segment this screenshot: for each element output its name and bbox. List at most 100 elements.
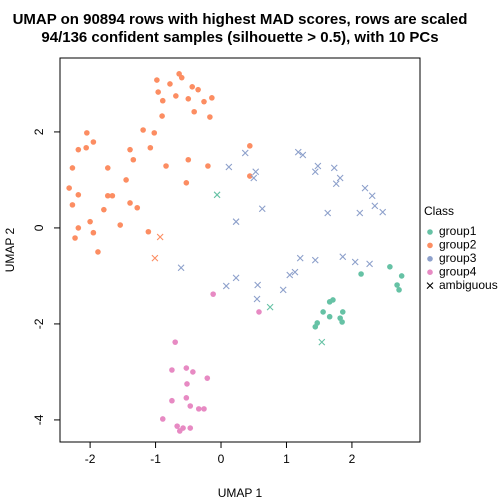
point bbox=[205, 163, 211, 169]
point bbox=[294, 148, 302, 156]
point bbox=[69, 202, 76, 208]
point bbox=[109, 192, 116, 199]
legend-label: group1 bbox=[439, 224, 477, 238]
x-axis-label: UMAP 1 bbox=[218, 486, 263, 500]
point bbox=[256, 309, 262, 315]
point bbox=[318, 338, 326, 346]
point bbox=[279, 286, 287, 294]
point bbox=[339, 309, 346, 315]
point bbox=[204, 375, 211, 381]
point bbox=[95, 249, 101, 255]
point bbox=[134, 204, 141, 211]
point bbox=[123, 177, 129, 183]
point bbox=[387, 264, 393, 270]
point bbox=[291, 268, 299, 276]
point bbox=[140, 127, 146, 133]
point bbox=[247, 173, 253, 179]
point bbox=[314, 162, 322, 170]
point bbox=[176, 428, 183, 434]
point bbox=[299, 151, 307, 159]
point bbox=[183, 395, 190, 401]
point bbox=[222, 282, 230, 290]
point bbox=[356, 209, 364, 217]
point bbox=[72, 235, 78, 241]
point bbox=[147, 144, 154, 151]
point bbox=[184, 381, 190, 387]
point bbox=[167, 81, 173, 87]
chart-title: UMAP on 90894 rows with highest MAD scor… bbox=[13, 11, 468, 28]
chart-subtitle: 94/136 confident samples (silhouette > 0… bbox=[41, 29, 438, 46]
point bbox=[185, 96, 192, 102]
point bbox=[101, 206, 107, 213]
legend-marker bbox=[426, 282, 434, 289]
y-tick-label: 0 bbox=[32, 224, 46, 231]
legend-label: group4 bbox=[439, 264, 477, 278]
point bbox=[320, 309, 326, 315]
point bbox=[127, 200, 133, 206]
point bbox=[163, 163, 169, 169]
y-axis-label: UMAP 2 bbox=[3, 227, 17, 272]
point bbox=[173, 93, 179, 99]
point bbox=[336, 174, 344, 182]
point bbox=[324, 209, 332, 217]
x-tick-label: 0 bbox=[218, 452, 225, 466]
point bbox=[117, 222, 124, 228]
point bbox=[247, 143, 253, 149]
point bbox=[154, 77, 160, 83]
point bbox=[286, 271, 294, 279]
point bbox=[225, 163, 233, 171]
point bbox=[127, 146, 133, 153]
point bbox=[398, 273, 405, 279]
point bbox=[326, 313, 333, 320]
y-tick-label: -2 bbox=[32, 318, 46, 329]
point bbox=[159, 416, 166, 422]
point bbox=[75, 146, 82, 153]
point bbox=[75, 192, 82, 198]
point bbox=[351, 258, 359, 266]
point bbox=[337, 315, 343, 321]
point bbox=[250, 174, 258, 182]
point bbox=[207, 114, 213, 120]
point bbox=[190, 369, 196, 375]
point bbox=[183, 180, 190, 186]
point bbox=[83, 144, 89, 151]
point bbox=[358, 271, 364, 277]
point bbox=[159, 97, 166, 104]
legend-marker bbox=[427, 269, 433, 276]
point bbox=[210, 291, 216, 297]
legend-label: ambiguous bbox=[439, 278, 498, 292]
point bbox=[232, 274, 240, 282]
legend-label: group2 bbox=[439, 238, 477, 252]
point bbox=[187, 425, 194, 431]
point bbox=[379, 208, 387, 216]
point bbox=[130, 156, 137, 163]
point bbox=[90, 139, 97, 145]
legend-marker bbox=[427, 255, 433, 262]
point bbox=[311, 256, 319, 264]
point bbox=[209, 95, 215, 101]
y-tick-label: -4 bbox=[32, 414, 46, 425]
point bbox=[296, 254, 304, 262]
point bbox=[330, 297, 336, 303]
point bbox=[183, 365, 190, 371]
point bbox=[195, 406, 202, 412]
point bbox=[258, 205, 266, 213]
point bbox=[75, 225, 82, 231]
point bbox=[174, 423, 180, 429]
legend-label: group3 bbox=[439, 251, 477, 265]
point bbox=[151, 130, 158, 136]
point bbox=[396, 287, 402, 293]
point bbox=[169, 367, 175, 373]
point bbox=[87, 218, 93, 225]
legend-marker bbox=[427, 242, 433, 249]
point bbox=[201, 406, 207, 412]
plot-frame bbox=[59, 57, 421, 443]
point bbox=[241, 149, 249, 157]
point bbox=[104, 165, 111, 171]
point bbox=[394, 282, 400, 288]
point bbox=[191, 108, 197, 115]
point bbox=[145, 228, 152, 235]
point bbox=[156, 233, 164, 241]
point bbox=[232, 218, 240, 226]
